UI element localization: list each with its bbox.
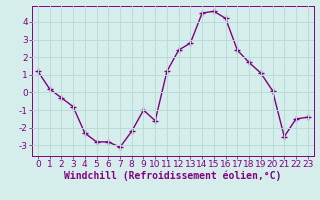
- X-axis label: Windchill (Refroidissement éolien,°C): Windchill (Refroidissement éolien,°C): [64, 171, 282, 181]
